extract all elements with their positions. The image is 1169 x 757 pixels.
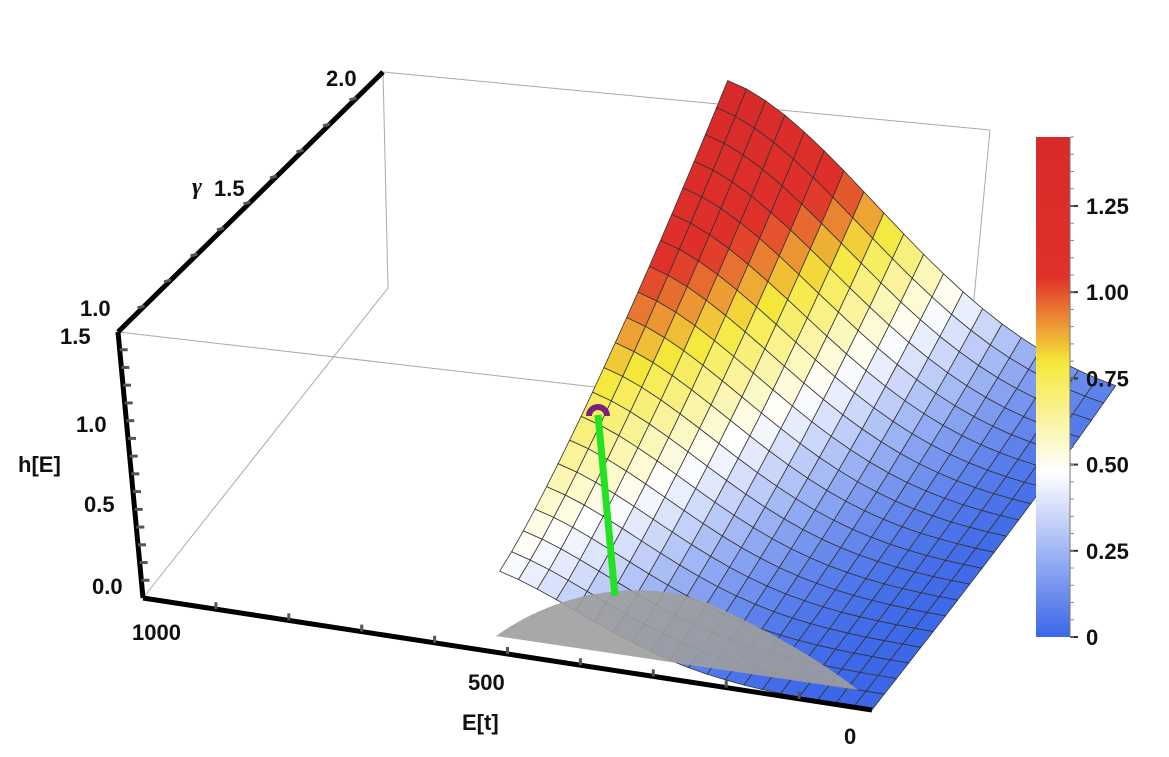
colorbar-tick-label: 0.25: [1086, 539, 1129, 564]
colorbar-tick-label: 1.25: [1086, 194, 1129, 219]
e-tick-500: 500: [468, 670, 505, 695]
axis-tick: [190, 252, 198, 258]
marked-point: [586, 404, 610, 417]
axis-tick: [137, 304, 145, 310]
colorbar-ticks: 0 0.25 0.50 0.75 1.00 1.25: [1070, 136, 1129, 650]
h-tick-3: 1.5: [60, 324, 91, 349]
axis-tick: [349, 96, 357, 102]
e-axis-label: E[t]: [462, 710, 499, 735]
axis-ticks: [119, 96, 801, 699]
colorbar-tick-label: 0: [1086, 625, 1098, 650]
gamma-tick-1: 1.5: [214, 176, 245, 201]
gamma-tick-2: 2.0: [326, 66, 357, 91]
gamma-axis-label: γ: [192, 174, 202, 200]
h-tick-1: 0.5: [84, 492, 115, 517]
axis-tick: [163, 278, 172, 284]
axis-tick: [216, 226, 225, 232]
h-tick-2: 1.0: [76, 412, 107, 437]
colorbar-tick-label: 0.50: [1086, 453, 1129, 478]
h-tick-0: 0.0: [92, 574, 123, 599]
axis-tick: [243, 200, 251, 206]
axis-tick: [322, 122, 331, 128]
e-tick-1000: 1000: [132, 620, 181, 645]
gamma-tick-0: 1.0: [80, 296, 111, 321]
colorbar-tick-label: 1.00: [1086, 280, 1129, 305]
axis-tick: [269, 174, 278, 180]
floor-shadow: [496, 590, 858, 690]
surface-mesh: [499, 79, 1117, 711]
colorbar-tick-label: 0.75: [1086, 366, 1129, 391]
h-axis-label: h[E]: [18, 452, 61, 477]
axis-tick: [296, 148, 304, 154]
e-tick-0: 0: [844, 724, 856, 749]
marker-line: [594, 414, 619, 597]
colorbar: [1036, 137, 1070, 637]
